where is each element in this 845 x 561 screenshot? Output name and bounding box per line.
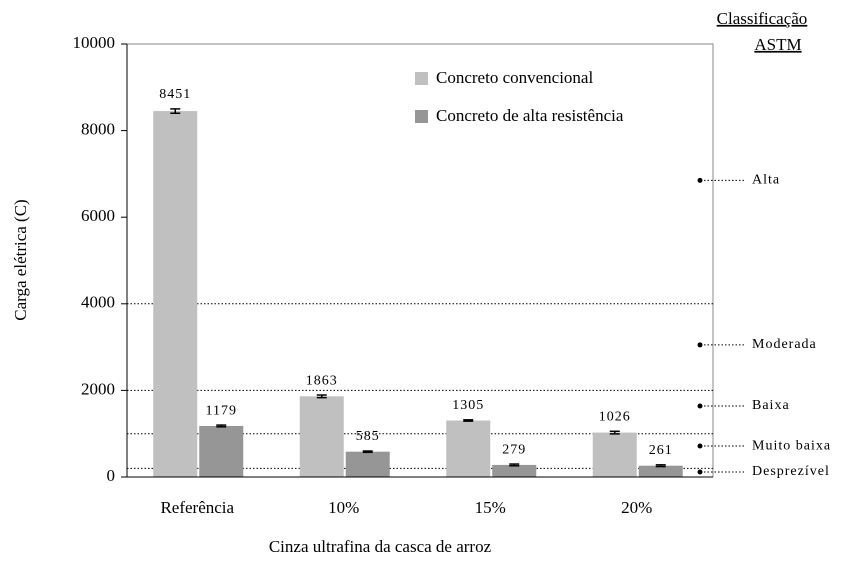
class-label: Moderada [752,337,817,352]
legend-label: Concreto convencional [436,68,593,87]
y-tick-label: 10000 [73,33,116,52]
y-tick-label: 8000 [81,120,115,139]
value-label: 1026 [599,409,631,424]
value-label: 585 [356,429,380,444]
x-tick-label: 20% [621,498,652,517]
classification-title: Classificação [717,9,808,28]
class-marker [697,342,703,348]
value-label: 1179 [206,403,237,418]
class-label: Desprezível [752,464,830,479]
y-tick-label: 6000 [81,206,115,225]
legend-swatch [415,72,428,85]
x-tick-label: 15% [475,498,506,517]
classification-title: ASTM [754,35,801,54]
bar [592,432,637,477]
value-label: 8451 [159,87,191,102]
bar [299,396,344,477]
bar [492,464,537,477]
class-label: Alta [752,173,780,188]
y-tick-label: 2000 [81,379,115,398]
value-label: 1305 [452,398,484,413]
y-axis-label: Carga elétrica (C) [11,199,30,320]
class-label: Muito baixa [752,438,831,453]
x-tick-label: Referência [160,498,234,517]
bar [153,111,198,477]
x-axis-label: Cinza ultrafina da casca de arroz [269,537,492,556]
y-tick-label: 0 [107,466,116,485]
bar [199,425,244,477]
bar [446,420,491,477]
x-tick-label: 10% [328,498,359,517]
legend-swatch [415,110,428,123]
value-label: 261 [649,443,673,458]
class-marker [697,469,703,475]
class-marker [697,443,703,449]
class-marker [697,403,703,409]
class-label: Baixa [752,398,790,413]
bar [638,465,683,477]
value-label: 1863 [306,373,338,388]
value-label: 279 [502,442,526,457]
y-tick-label: 4000 [81,293,115,312]
legend-label: Concreto de alta resistência [436,106,624,125]
bar [345,451,390,477]
class-marker [697,177,703,183]
